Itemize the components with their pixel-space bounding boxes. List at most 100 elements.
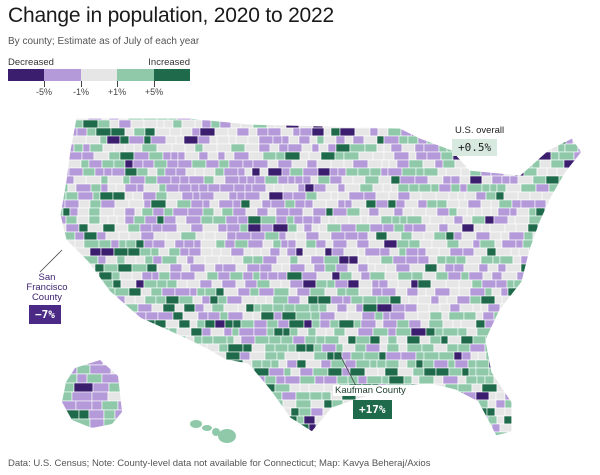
- county-cell: [341, 351, 352, 361]
- county-cell: [146, 263, 158, 273]
- county-cell: [296, 359, 307, 369]
- county-cell: [156, 118, 169, 121]
- county-cell: [297, 327, 309, 337]
- county-cell: [445, 255, 457, 265]
- county-cell: [457, 327, 468, 337]
- county-cell: [416, 303, 430, 313]
- county-cell: [506, 375, 522, 385]
- county-cell: [145, 311, 159, 321]
- county-cell: [251, 183, 267, 193]
- county-cell: [194, 143, 204, 153]
- county-cell: [426, 199, 438, 209]
- county-cell: [564, 143, 579, 153]
- county-cell: [419, 399, 431, 409]
- county-cell: [575, 303, 582, 313]
- county-cell: [539, 159, 552, 169]
- county-cell: [521, 423, 532, 433]
- hawaii-counties: [190, 420, 236, 443]
- county-cell: [497, 263, 507, 273]
- county-cell: [387, 327, 397, 337]
- county-cell: [172, 207, 189, 217]
- county-cell: [256, 207, 269, 217]
- county-cell: [324, 247, 333, 257]
- county-cell: [571, 263, 582, 273]
- county-cell: [496, 415, 505, 425]
- county-cell: [344, 231, 359, 241]
- county-cell: [449, 423, 461, 433]
- county-cell: [165, 135, 177, 145]
- county-cell: [406, 335, 421, 345]
- county-cell: [112, 191, 126, 201]
- county-cell: [219, 183, 235, 193]
- county-cell: [239, 351, 251, 361]
- county-cell: [538, 351, 555, 361]
- county-cell: [177, 343, 186, 353]
- county-cell: [559, 391, 569, 401]
- county-cell: [577, 343, 582, 353]
- county-cell: [125, 239, 137, 249]
- county-cell: [550, 391, 561, 401]
- county-cell: [512, 423, 523, 433]
- county-cell: [310, 311, 321, 321]
- county-cell: [362, 295, 378, 305]
- county-cell: [405, 255, 419, 265]
- county-cell: [372, 151, 385, 161]
- county-cell: [535, 183, 550, 193]
- county-cell: [245, 303, 255, 313]
- county-cell: [585, 408, 593, 416]
- county-cell: [459, 175, 471, 185]
- county-cell: [396, 319, 410, 329]
- county-cell: [182, 399, 193, 409]
- county-cell: [589, 192, 598, 200]
- county-cell: [237, 287, 251, 297]
- county-cell: [436, 255, 447, 265]
- county-cell: [174, 287, 191, 297]
- county-cell: [523, 359, 536, 369]
- county-cell: [275, 215, 288, 225]
- county-cell: [264, 351, 278, 361]
- county-cell: [499, 118, 514, 121]
- county-cell: [180, 407, 196, 417]
- county-cell: [490, 327, 500, 337]
- county-cell: [162, 375, 179, 385]
- county-cell: [309, 391, 323, 401]
- county-cell: [153, 231, 167, 241]
- county-cell: [86, 295, 103, 305]
- county-cell: [410, 407, 420, 417]
- county-cell: [444, 263, 455, 273]
- county-cell: [527, 383, 536, 393]
- county-cell: [86, 319, 95, 329]
- county-cell: [499, 423, 514, 433]
- county-cell: [556, 191, 565, 201]
- county-cell: [204, 255, 220, 265]
- county-cell: [261, 359, 272, 369]
- county-cell: [520, 399, 530, 409]
- county-cell: [248, 431, 262, 436]
- county-cell: [529, 263, 545, 273]
- county-cell: [236, 127, 250, 137]
- county-cell: [498, 199, 513, 209]
- county-cell: [531, 255, 540, 265]
- county-cell: [569, 415, 578, 425]
- county-cell: [123, 392, 141, 401]
- county-cell: [312, 119, 324, 129]
- county-cell: [251, 359, 263, 369]
- county-cell: [363, 191, 377, 201]
- county-cell: [348, 215, 362, 225]
- county-cell: [390, 143, 403, 153]
- county-cell: [232, 199, 242, 209]
- county-cell: [108, 382, 122, 393]
- county-cell: [523, 151, 537, 161]
- county-cell: [333, 327, 346, 337]
- county-cell: [132, 351, 146, 361]
- county-cell: [183, 239, 195, 249]
- county-cell: [589, 152, 600, 160]
- county-cell: [137, 399, 148, 409]
- county-cell: [144, 431, 153, 436]
- county-cell: [324, 287, 338, 297]
- county-cell: [499, 255, 514, 265]
- county-cell: [258, 287, 275, 297]
- county-cell: [480, 303, 489, 313]
- legend-tick-label: -1%: [72, 87, 90, 97]
- county-cell: [60, 335, 69, 345]
